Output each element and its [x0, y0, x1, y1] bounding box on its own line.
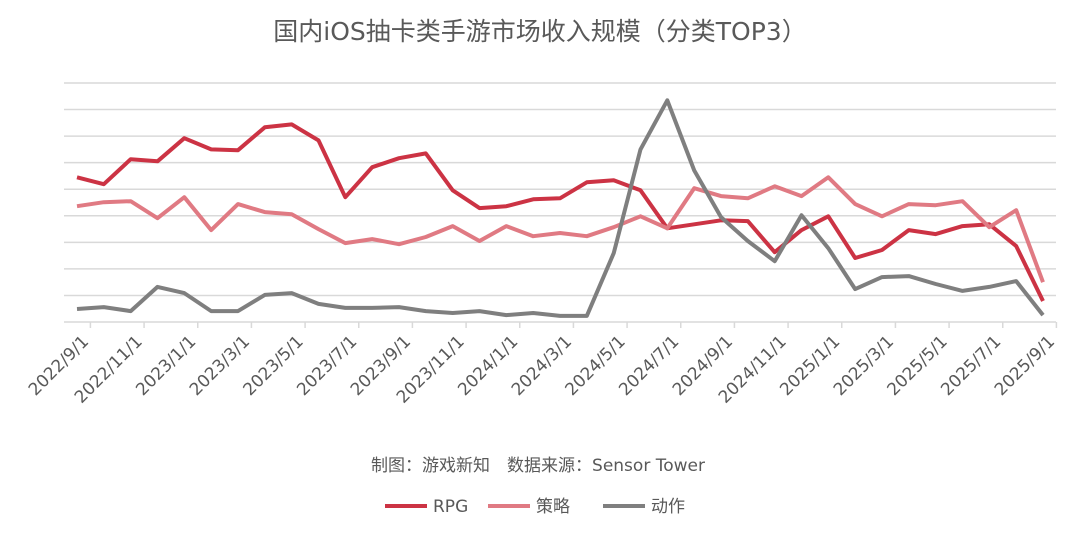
chart-title: 国内iOS抽卡类手游市场收入规模（分类TOP3） — [273, 17, 806, 46]
series-line-策略 — [76, 175, 1045, 283]
x-axis-ticks: 2022/9/12022/11/12023/1/12023/3/12023/5/… — [25, 322, 1059, 408]
legend-label: RPG — [433, 497, 468, 517]
gridlines — [64, 82, 1056, 323]
legend-label: 策略 — [536, 497, 570, 517]
series-line-动作 — [76, 98, 1045, 318]
series-line-RPG — [76, 122, 1045, 302]
legend: RPG 策略 动作 — [385, 497, 685, 517]
series-lines — [76, 98, 1045, 318]
source-note: 制图：游戏新知 数据来源：Sensor Tower — [371, 456, 705, 476]
legend-label: 动作 — [651, 497, 685, 517]
